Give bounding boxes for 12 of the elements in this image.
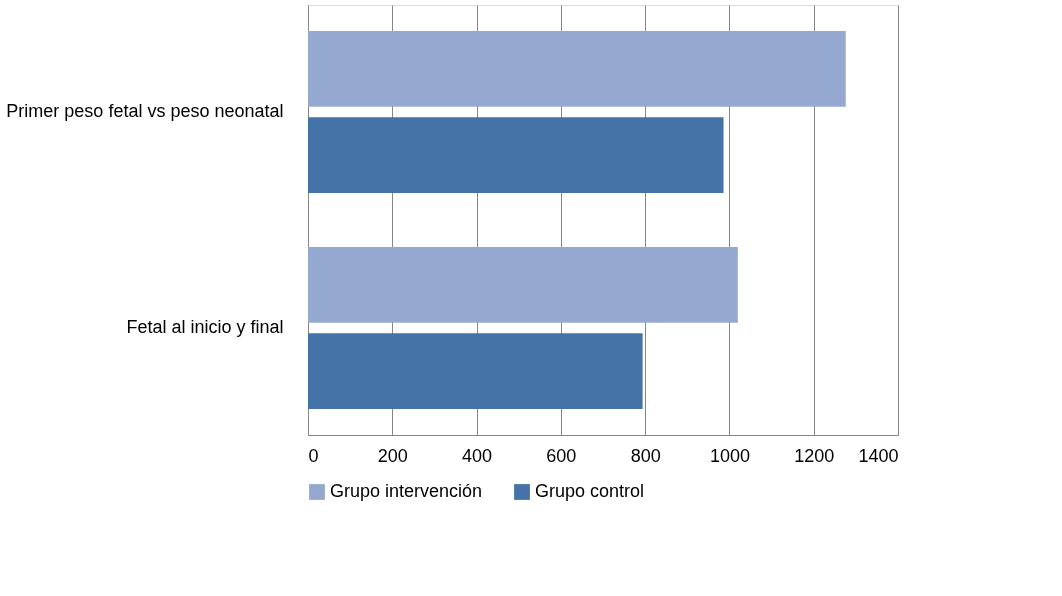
- x-tick-label: 0: [308, 445, 319, 466]
- x-tick-label: 200: [377, 445, 408, 466]
- x-tick-label: 1400: [858, 445, 899, 466]
- y-tick-label: Primer peso fetal vs peso neonatal: [6, 100, 284, 121]
- x-tick-label: 400: [462, 445, 493, 466]
- legend-label: Grupo intervención: [330, 481, 483, 501]
- y-tick-label: Fetal al inicio y final: [126, 317, 284, 338]
- x-tick-label: 800: [630, 445, 661, 466]
- x-tick-label: 1200: [794, 445, 835, 466]
- legend-label: Grupo control: [535, 481, 645, 501]
- x-tick-label: 600: [546, 445, 577, 466]
- x-tick-label: 1000: [709, 445, 750, 466]
